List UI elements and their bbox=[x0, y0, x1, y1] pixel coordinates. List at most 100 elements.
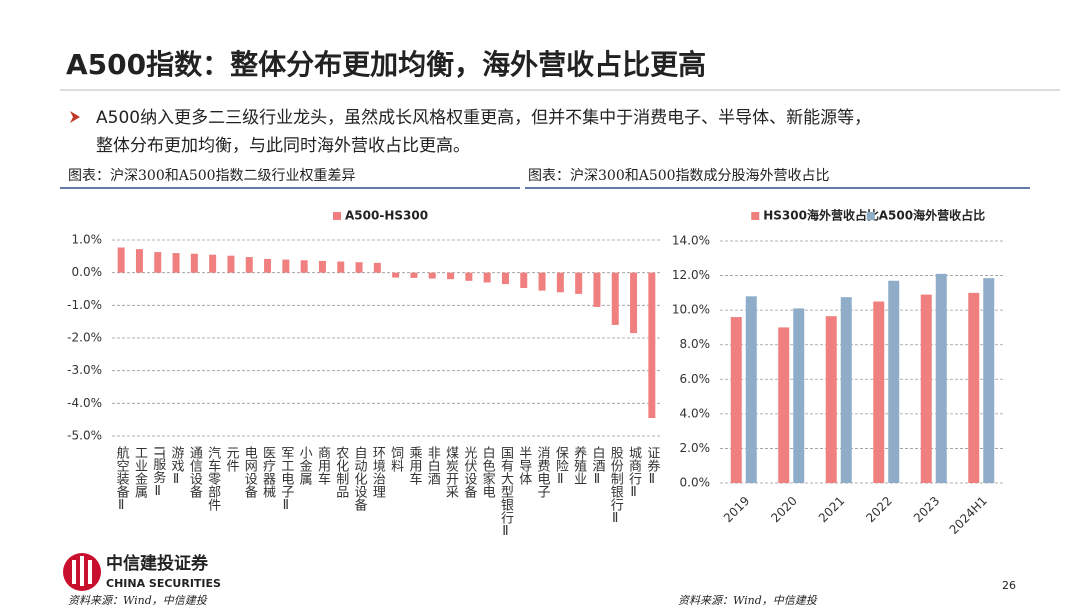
bar bbox=[282, 259, 290, 273]
logo-mark bbox=[72, 560, 76, 584]
bar bbox=[538, 272, 546, 291]
logo-cn: 中信建投证券 bbox=[106, 553, 209, 574]
y-tick-label: -4.0% bbox=[67, 396, 102, 410]
bar bbox=[920, 294, 932, 483]
x-tick-label: 游戏Ⅱ bbox=[169, 446, 185, 487]
x-tick-label: 医疗器械 bbox=[260, 446, 276, 498]
x-tick-label: 航空装备Ⅱ bbox=[114, 445, 129, 513]
bullet-icon bbox=[70, 111, 80, 123]
x-tick-label: 2020 bbox=[768, 494, 799, 525]
source-note: 资料来源：Wind，中信建投 bbox=[678, 594, 818, 607]
legend-swatch bbox=[866, 212, 875, 220]
bar bbox=[227, 255, 235, 273]
y-tick-label: 4.0% bbox=[680, 406, 711, 420]
bar bbox=[778, 327, 790, 483]
x-tick-label: 国有大型银行Ⅱ bbox=[498, 446, 514, 539]
x-tick-label: 白酒Ⅱ bbox=[589, 445, 605, 487]
x-tick-label: 2024H1 bbox=[947, 494, 990, 537]
bullet-text: 整体分布更加均衡，与此同时海外营收占比更高。 bbox=[96, 136, 470, 156]
x-tick-label: 通信设备 bbox=[187, 446, 203, 499]
x-tick-label: 乘用车 bbox=[406, 446, 422, 485]
x-tick-label: 消费电子 bbox=[535, 446, 551, 498]
bar bbox=[501, 272, 509, 285]
bar bbox=[337, 261, 345, 273]
x-tick-label: 工业金属 bbox=[132, 446, 148, 499]
logo-en: CHINA SECURITIES bbox=[106, 577, 221, 590]
y-tick-label: -2.0% bbox=[67, 331, 102, 345]
bar bbox=[428, 272, 436, 279]
y-tick-label: 0.0% bbox=[72, 265, 103, 279]
x-tick-label: 小金属 bbox=[297, 446, 313, 486]
legend-label: A500海外营收占比 bbox=[879, 208, 985, 223]
bar bbox=[154, 252, 162, 273]
x-tick-label: 农化制品 bbox=[333, 446, 349, 498]
x-tick-label: 养殖业 bbox=[571, 445, 587, 485]
bar bbox=[840, 297, 852, 483]
bar bbox=[172, 253, 180, 273]
bar bbox=[648, 272, 656, 419]
y-tick-label: 1.0% bbox=[72, 233, 103, 247]
x-tick-label: 2019 bbox=[721, 494, 752, 525]
bullet-text: A500纳入更多二三级行业龙头，虽然成长风格权重更高，但并不集中于消费电子、半导… bbox=[96, 108, 871, 128]
figure-caption: 图表：沪深300和A500指数二级行业权重差异 bbox=[68, 168, 356, 184]
slide-title: A500指数：整体分布更加均衡，海外营收占比更高 bbox=[66, 48, 706, 81]
y-tick-label: -5.0% bbox=[67, 429, 102, 443]
bar bbox=[392, 272, 400, 278]
x-tick-label: 证券Ⅱ bbox=[644, 446, 660, 487]
logo-mark bbox=[80, 556, 84, 586]
legend-swatch bbox=[751, 212, 760, 220]
y-tick-label: 0.0% bbox=[680, 476, 711, 490]
x-tick-label: 商用车 bbox=[315, 446, 331, 485]
bar bbox=[556, 272, 564, 293]
bar bbox=[630, 272, 638, 334]
bar bbox=[575, 272, 583, 294]
bar bbox=[730, 317, 742, 483]
logo-mark bbox=[88, 560, 92, 584]
y-tick-label: 2.0% bbox=[680, 441, 711, 455]
bar bbox=[983, 278, 995, 483]
source-note: 资料来源：Wind，中信建投 bbox=[68, 594, 208, 607]
x-tick-label: 2022 bbox=[863, 494, 894, 525]
bar bbox=[745, 296, 757, 483]
bar bbox=[465, 272, 473, 281]
bar bbox=[593, 272, 601, 307]
y-tick-label: 6.0% bbox=[680, 372, 711, 386]
bar bbox=[209, 254, 217, 273]
bar bbox=[190, 253, 198, 273]
legend-label: A500-HS300 bbox=[345, 209, 428, 223]
bar bbox=[611, 272, 619, 325]
x-tick-label: 光伏设备 bbox=[461, 446, 477, 499]
x-tick-label: 城商行Ⅱ bbox=[626, 446, 642, 500]
bar bbox=[520, 272, 528, 289]
bar bbox=[318, 260, 326, 273]
x-tick-label: 环境治理 bbox=[370, 446, 386, 498]
bar bbox=[355, 262, 363, 273]
bar bbox=[264, 258, 272, 273]
bar bbox=[968, 292, 980, 483]
x-tick-label: 非白酒 bbox=[425, 446, 441, 485]
x-tick-label: 煤炭开采 bbox=[443, 446, 459, 498]
x-tick-label: 元件 bbox=[223, 446, 239, 472]
y-tick-label: 10.0% bbox=[672, 303, 710, 317]
bar bbox=[117, 247, 125, 273]
x-tick-label: 白色家电 bbox=[480, 445, 496, 498]
bar bbox=[873, 301, 885, 483]
figure-caption: 图表：沪深300和A500指数成分股海外营收占比 bbox=[528, 168, 830, 184]
bar bbox=[447, 272, 455, 280]
page-number: 26 bbox=[1002, 579, 1016, 592]
x-tick-label: 电网设备 bbox=[242, 446, 258, 499]
x-tick-label: 汽车零部件 bbox=[205, 446, 221, 511]
x-tick-label: 军工电子Ⅱ bbox=[278, 446, 294, 513]
y-tick-label: 8.0% bbox=[680, 337, 711, 351]
bar bbox=[373, 262, 381, 273]
legend-swatch bbox=[333, 212, 341, 220]
y-tick-label: -1.0% bbox=[67, 298, 102, 312]
bar bbox=[793, 308, 805, 483]
y-tick-label: -3.0% bbox=[67, 363, 102, 377]
x-tick-label: 股份制银行Ⅱ bbox=[608, 446, 624, 526]
x-tick-label: 自动化设备 bbox=[352, 446, 368, 512]
legend-label: HS300海外营收占比 bbox=[763, 208, 879, 223]
x-tick-label: 半导体 bbox=[516, 446, 532, 485]
bar bbox=[888, 280, 900, 483]
